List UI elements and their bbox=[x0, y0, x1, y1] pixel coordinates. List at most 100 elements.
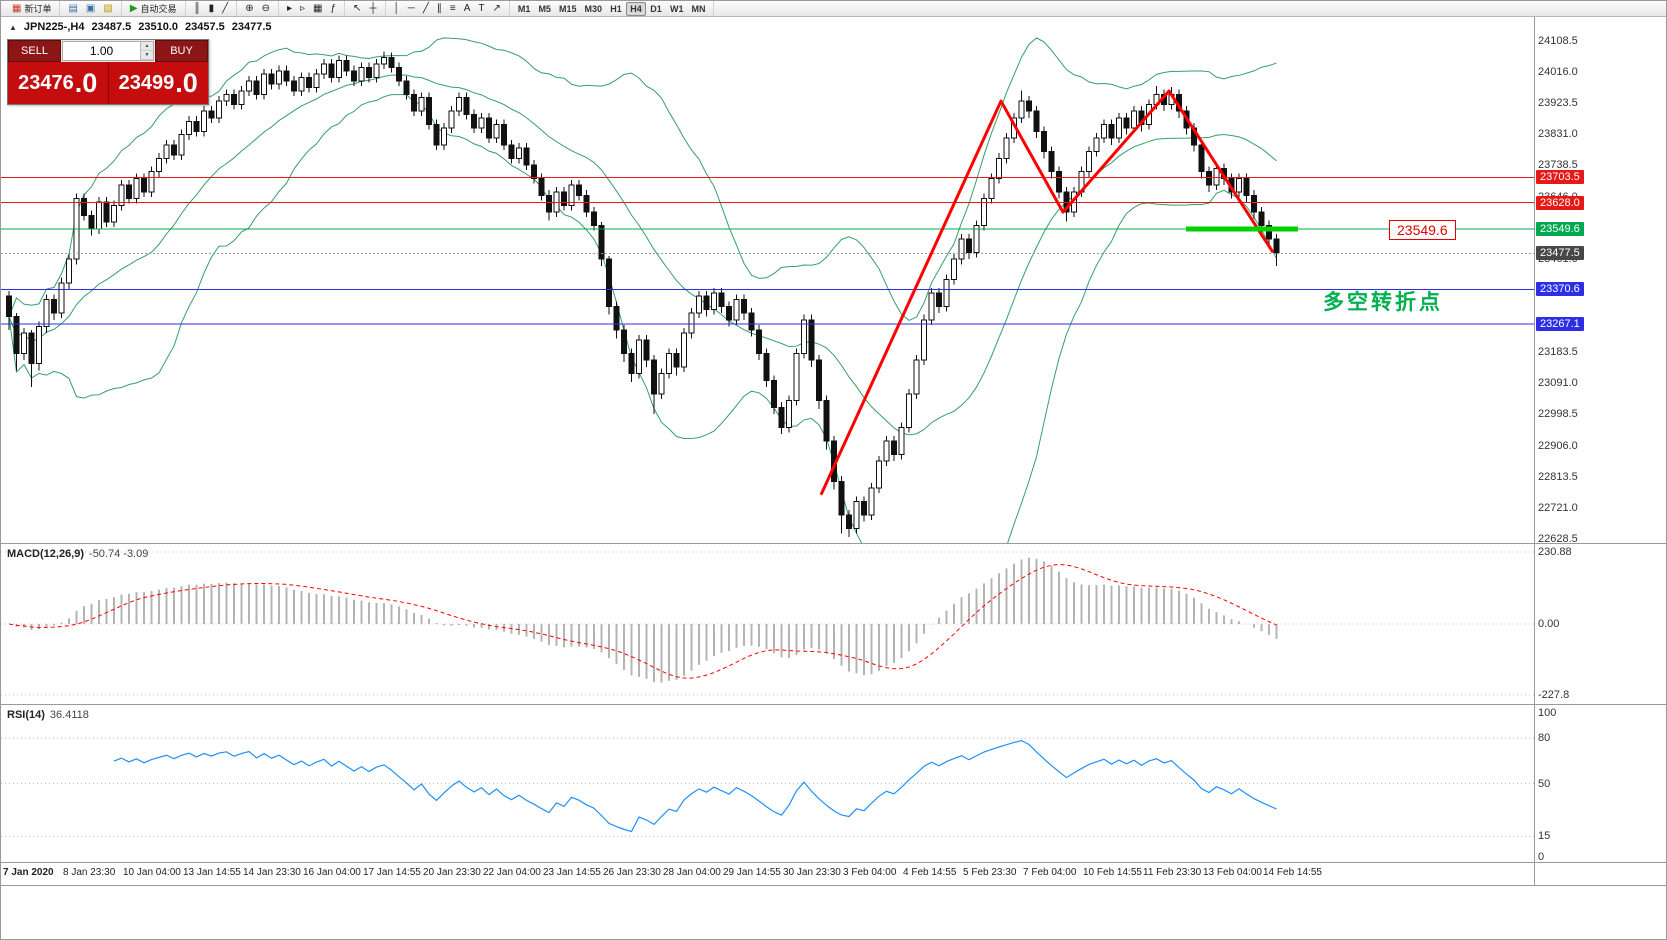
price-axis-label: 23091.0 bbox=[1538, 377, 1578, 390]
price-axis-label: 23549.6 bbox=[1536, 222, 1584, 237]
volume-down-icon[interactable]: ▼ bbox=[141, 51, 153, 60]
toolbar-group-autotrade: ▶ 自动交易 bbox=[122, 1, 186, 16]
toolbar-zoom-in-button[interactable]: ⊕ bbox=[241, 2, 257, 16]
rsi-axis-label: 0 bbox=[1538, 851, 1545, 863]
buy-price-display[interactable]: 23499 .0 bbox=[109, 62, 209, 104]
time-axis-label: 16 Jan 04:00 bbox=[303, 867, 361, 878]
time-axis-label: 14 Jan 23:30 bbox=[243, 867, 301, 878]
price-axis-label: 22721.0 bbox=[1538, 501, 1578, 514]
toolbar-group-drawing: │ ─ ╱ ∥ ≡ A T ↗ bbox=[386, 1, 510, 16]
price-axis-label: 22813.5 bbox=[1538, 470, 1578, 483]
toolbar-vertical-line-button[interactable]: │ bbox=[390, 2, 404, 16]
price-axis-label: 22906.0 bbox=[1538, 439, 1578, 452]
toolbar-tf-m5-button[interactable]: M5 bbox=[534, 2, 555, 16]
time-axis-label: 28 Jan 04:00 bbox=[663, 867, 721, 878]
macd-axis-label: -227.8 bbox=[1538, 689, 1570, 701]
panel-divider[interactable] bbox=[1, 543, 1666, 544]
quote-open: 23487.5 bbox=[91, 21, 132, 33]
tf-m30-label: M30 bbox=[584, 3, 602, 14]
price-axis-label: 23183.5 bbox=[1538, 346, 1578, 359]
time-axis-label: 22 Jan 04:00 bbox=[483, 867, 541, 878]
price-axis-label: 23738.5 bbox=[1538, 159, 1578, 172]
toolbar-chart-shift-button[interactable]: ▹ bbox=[296, 2, 309, 16]
buy-button[interactable]: BUY bbox=[155, 40, 208, 62]
macd-axis-label: 230.88 bbox=[1538, 546, 1572, 558]
time-axis-label: 30 Jan 23:30 bbox=[783, 867, 841, 878]
toolbar-market-watch-button[interactable]: ▤ bbox=[64, 2, 81, 16]
new-order-icon: ▦ bbox=[12, 2, 22, 14]
toolbar-tf-m15-button[interactable]: M15 bbox=[555, 2, 581, 16]
time-axis-label: 11 Feb 23:30 bbox=[1143, 867, 1202, 878]
toolbar-group-windows: ▤ ▣ ▧ bbox=[60, 1, 122, 16]
toolbar-arrow-objects-button[interactable]: ↗ bbox=[489, 2, 505, 16]
horizontal-line-icon: ─ bbox=[407, 2, 415, 14]
toolbar-text-label-button[interactable]: T bbox=[474, 2, 488, 16]
toolbar-tf-w1-button[interactable]: W1 bbox=[666, 2, 688, 16]
one-click-collapse-icon[interactable]: ▲ bbox=[9, 22, 17, 32]
tf-h4-label: H4 bbox=[630, 3, 642, 14]
toolbar-fibonacci-button[interactable]: ≡ bbox=[446, 2, 460, 16]
toolbar-text-button[interactable]: A bbox=[460, 2, 475, 16]
sell-price-display[interactable]: 23476 .0 bbox=[8, 62, 109, 104]
toolbar-tf-d1-button[interactable]: D1 bbox=[646, 2, 666, 16]
toolbar-tf-h1-button[interactable]: H1 bbox=[606, 2, 626, 16]
time-axis-label: 8 Jan 23:30 bbox=[63, 867, 116, 878]
rsi-label: RSI(14) 36.4118 bbox=[7, 709, 89, 721]
toolbar-candlestick-chart-button[interactable]: ▮ bbox=[205, 2, 219, 16]
navigator-icon: ▧ bbox=[103, 2, 113, 14]
price-axis[interactable]: 24108.524016.023923.523831.023738.523646… bbox=[1535, 1, 1666, 939]
toolbar-zoom-out-button[interactable]: ⊖ bbox=[258, 2, 274, 16]
toolbar-new-order-button[interactable]: ▦ 新订单 bbox=[8, 2, 55, 16]
zoom-out-icon: ⊖ bbox=[261, 2, 270, 14]
chart-quote-line: ▲ JPN225-,H4 23487.5 23510.0 23457.5 234… bbox=[9, 21, 272, 33]
toolbar-tf-m30-button[interactable]: M30 bbox=[580, 2, 606, 16]
toolbar-data-window-button[interactable]: ▣ bbox=[82, 2, 99, 16]
support-price-tag[interactable]: 23549.6 bbox=[1389, 220, 1456, 240]
equidistant-channel-icon: ∥ bbox=[436, 2, 442, 14]
toolbar-trendline-button[interactable]: ╱ bbox=[419, 2, 433, 16]
auto-trading-icon: ▶ bbox=[129, 2, 138, 14]
toolbar-tf-h4-button[interactable]: H4 bbox=[625, 1, 646, 16]
auto-scroll-icon: ▸ bbox=[286, 2, 292, 14]
price-axis-label: 23831.0 bbox=[1538, 128, 1578, 141]
buy-price-main: 23499 bbox=[118, 71, 175, 94]
toolbar-group-chart-type: ║ ▮ ╱ bbox=[186, 1, 238, 16]
volume-input[interactable] bbox=[63, 42, 140, 60]
toolbar-indicators-list-button[interactable]: ƒ bbox=[326, 2, 340, 16]
price-axis-label: 23477.5 bbox=[1536, 246, 1584, 261]
chart-shift-icon: ▹ bbox=[300, 2, 306, 14]
indicators-list-icon: ƒ bbox=[330, 2, 337, 14]
rsi-axis-label: 80 bbox=[1538, 732, 1551, 745]
macd-label: MACD(12,26,9) -50.74 -3.09 bbox=[7, 548, 149, 560]
rsi-panel-canvas[interactable] bbox=[1, 705, 1534, 862]
toolbar-tile-windows-button[interactable]: ▦ bbox=[309, 2, 326, 16]
price-axis-label: 24108.5 bbox=[1538, 35, 1578, 47]
tf-m15-label: M15 bbox=[558, 3, 577, 14]
toolbar-cursor-button[interactable]: ↖ bbox=[349, 2, 365, 16]
toolbar-tf-m1-button[interactable]: M1 bbox=[514, 2, 535, 16]
market-watch-icon: ▤ bbox=[68, 2, 78, 14]
main-chart-canvas[interactable] bbox=[1, 17, 1534, 543]
price-axis-label: 22628.5 bbox=[1538, 532, 1578, 545]
toolbar-line-chart-button[interactable]: ╱ bbox=[218, 2, 232, 16]
toolbar-navigator-button[interactable]: ▧ bbox=[99, 2, 116, 16]
time-axis[interactable]: 7 Jan 2020 8 Jan 23:30 10 Jan 04:00 13 Jan … bbox=[1, 863, 1534, 885]
toolbar-crosshair-button[interactable]: ┼ bbox=[365, 2, 380, 16]
tf-h1-label: H1 bbox=[610, 3, 622, 14]
panel-divider[interactable] bbox=[1, 704, 1666, 705]
sell-price-main: 23476 bbox=[18, 71, 74, 94]
macd-panel-canvas[interactable] bbox=[1, 544, 1534, 704]
price-axis-label: 23923.5 bbox=[1538, 97, 1578, 110]
panel-divider bbox=[1, 885, 1666, 886]
toolbar-equidistant-channel-button[interactable]: ∥ bbox=[433, 2, 446, 16]
toolbar-tf-mn-button[interactable]: MN bbox=[687, 2, 709, 16]
sell-button[interactable]: SELL bbox=[8, 40, 61, 62]
toolbar-bar-chart-button[interactable]: ║ bbox=[190, 2, 205, 16]
toolbar-auto-scroll-button[interactable]: ▸ bbox=[283, 2, 296, 16]
turning-point-annotation[interactable]: 多空转折点 bbox=[1323, 291, 1443, 314]
toolbar-horizontal-line-button[interactable]: ─ bbox=[404, 2, 419, 16]
volume-up-icon[interactable]: ▲ bbox=[141, 42, 153, 51]
toolbar-auto-trading-button[interactable]: ▶ 自动交易 bbox=[126, 2, 181, 16]
data-window-icon: ▣ bbox=[85, 2, 96, 14]
